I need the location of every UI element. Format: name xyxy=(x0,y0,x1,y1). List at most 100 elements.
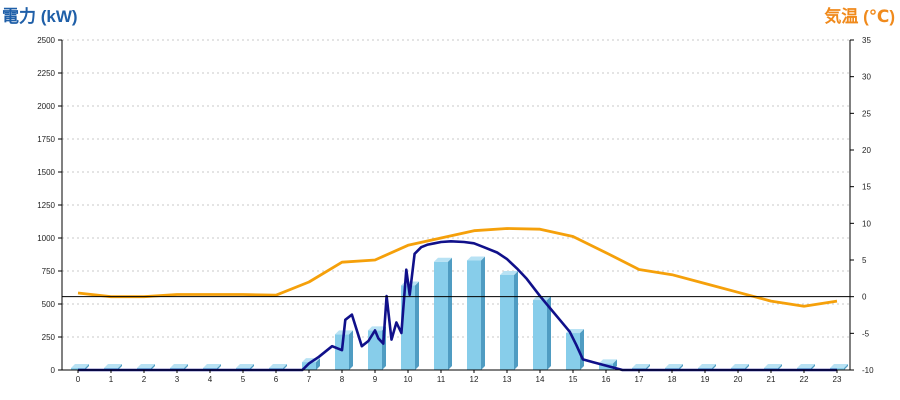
bar-side xyxy=(283,364,287,370)
x-tick-label: 14 xyxy=(536,375,545,384)
bar-top xyxy=(137,364,155,369)
x-tick-label: 10 xyxy=(404,375,413,384)
bar-top xyxy=(170,364,188,369)
right-tick-label: 35 xyxy=(862,36,871,45)
bar-side xyxy=(481,256,485,370)
bar-side xyxy=(580,329,584,370)
bar-top xyxy=(764,364,782,369)
right-tick-label: 30 xyxy=(862,73,871,82)
x-tick-label: 2 xyxy=(142,375,147,384)
bar xyxy=(500,270,518,370)
bar-top xyxy=(698,364,716,369)
left-tick-label: 1000 xyxy=(37,234,55,243)
x-tick-label: 12 xyxy=(470,375,479,384)
x-tick-label: 23 xyxy=(833,375,842,384)
bar-side xyxy=(778,364,782,370)
bar-top xyxy=(236,364,254,369)
right-tick-label: 25 xyxy=(862,109,871,118)
bar-front xyxy=(302,362,316,370)
left-tick-label: 2500 xyxy=(37,36,55,45)
left-tick-label: 500 xyxy=(42,300,56,309)
bar-side xyxy=(514,270,518,370)
power-line xyxy=(78,240,837,372)
x-tick-label: 20 xyxy=(734,375,743,384)
left-tick-label: 1750 xyxy=(37,135,55,144)
bar-side xyxy=(184,364,188,370)
right-tick-label: 20 xyxy=(862,146,871,155)
bar xyxy=(434,257,452,370)
right-tick-labels: -10 -5 0 5 10 15 20 25 30 35 xyxy=(862,36,874,375)
right-tick-label: 5 xyxy=(862,256,867,265)
x-tick-label: 13 xyxy=(503,375,512,384)
right-axis-title: 気温 (℃) xyxy=(823,6,895,26)
right-tick-label: -5 xyxy=(862,329,870,338)
x-tick-label: 7 xyxy=(307,375,312,384)
bar xyxy=(533,296,551,370)
left-tick-label: 1500 xyxy=(37,168,55,177)
bar-front xyxy=(335,334,349,370)
left-tick-labels: 0 250 500 750 1000 1250 1500 1750 2000 2250 2500 xyxy=(37,36,55,375)
x-tick-label: 21 xyxy=(767,375,776,384)
bar-front xyxy=(467,260,481,370)
x-tick-label: 11 xyxy=(437,375,446,384)
line-series xyxy=(77,227,838,372)
bar-side xyxy=(151,364,155,370)
bar-top xyxy=(203,364,221,369)
bar xyxy=(566,329,584,370)
bar-front xyxy=(533,300,547,370)
bar-top xyxy=(599,359,617,364)
bar-top xyxy=(434,257,452,262)
x-tick-label: 5 xyxy=(241,375,246,384)
bar-top xyxy=(71,364,89,369)
bar-side xyxy=(316,358,320,370)
bar xyxy=(335,330,353,370)
bar-side xyxy=(712,364,716,370)
bar-front xyxy=(500,274,514,370)
bar-side xyxy=(745,364,749,370)
bar-side xyxy=(217,364,221,370)
bar-top xyxy=(665,364,683,369)
bar-side xyxy=(646,364,650,370)
x-tick-label: 1 xyxy=(109,375,114,384)
right-tick-label: -10 xyxy=(862,366,874,375)
temperature-line xyxy=(77,227,838,308)
left-tick-label: 2000 xyxy=(37,102,55,111)
x-tick-label: 8 xyxy=(340,375,345,384)
bar-top xyxy=(368,326,386,331)
bar-side xyxy=(844,364,848,370)
right-tick-label: 10 xyxy=(862,219,871,228)
bar-top xyxy=(797,364,815,369)
bar-side xyxy=(118,364,122,370)
axes xyxy=(58,39,854,373)
right-tick-label: 15 xyxy=(862,183,871,192)
bar-side xyxy=(679,364,683,370)
bar-series xyxy=(71,256,848,370)
left-tick-label: 2250 xyxy=(37,69,55,78)
bar-front xyxy=(566,333,580,370)
left-tick-label: 750 xyxy=(42,267,56,276)
x-tick-label: 3 xyxy=(175,375,180,384)
x-tick-label: 6 xyxy=(274,375,279,384)
bar-top xyxy=(632,364,650,369)
x-tick-label: 16 xyxy=(602,375,611,384)
left-axis-title: 電力 (kW) xyxy=(2,6,78,26)
bar-side xyxy=(349,330,353,370)
x-tick-label: 0 xyxy=(76,375,81,384)
bar-top xyxy=(467,256,485,261)
x-tick-label: 19 xyxy=(701,375,710,384)
bar-top xyxy=(731,364,749,369)
bar-top xyxy=(500,270,518,275)
x-tick-label: 4 xyxy=(208,375,213,384)
bar-top xyxy=(104,364,122,369)
x-tick-label: 17 xyxy=(635,375,644,384)
grid-lines xyxy=(62,39,850,338)
bar-side xyxy=(547,296,551,370)
left-tick-label: 1250 xyxy=(37,201,55,210)
right-tick-label: 0 xyxy=(862,293,867,302)
x-tick-label: 22 xyxy=(800,375,809,384)
bar-front xyxy=(434,261,448,370)
bar-side xyxy=(250,364,254,370)
x-tick-label: 9 xyxy=(373,375,378,384)
x-tick-labels: 0 1 2 3 4 5 6 7 8 9 10 11 12 13 14 15 16 17 18 19 20 21 22 23 xyxy=(76,375,842,384)
